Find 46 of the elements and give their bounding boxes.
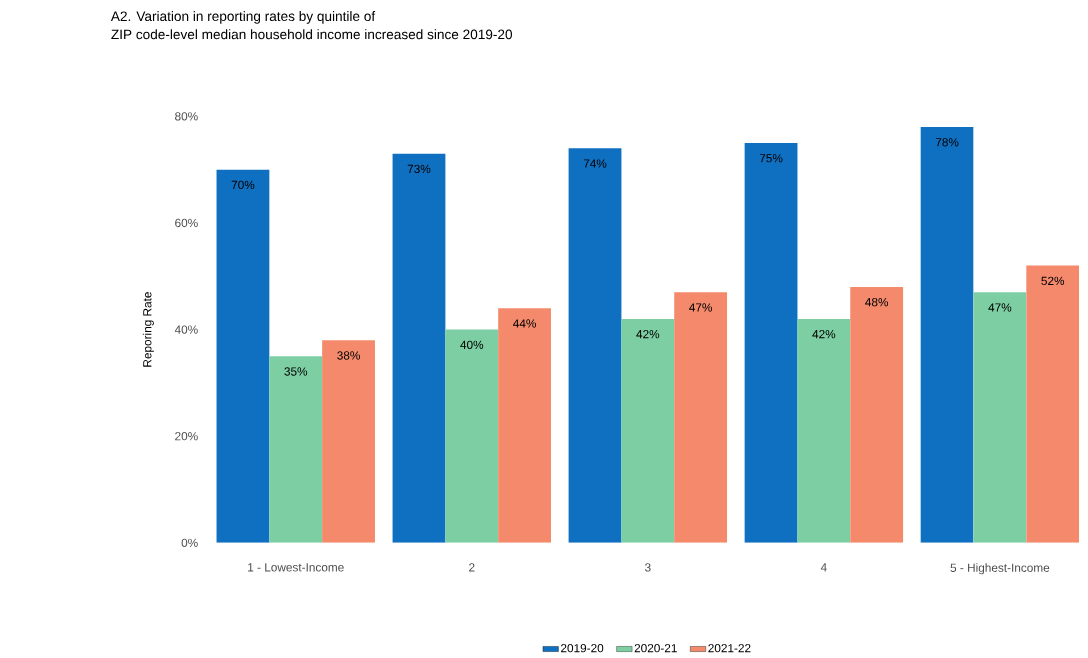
data-label: 78% xyxy=(935,138,959,147)
data-label: 74% xyxy=(583,159,607,168)
bar xyxy=(797,319,851,543)
data-label: 35% xyxy=(284,367,308,376)
x-tick-label: 4 xyxy=(820,563,827,572)
y-axis-title: Reporing Rate xyxy=(142,292,154,367)
bar xyxy=(216,169,270,543)
x-tick-label: 2 xyxy=(469,563,475,572)
bar xyxy=(621,319,675,543)
bar xyxy=(568,148,622,543)
data-label: 70% xyxy=(231,180,255,190)
data-label: 48% xyxy=(865,298,889,307)
chart-subtitle: ZIP code-level median household income increased since 2019-20 xyxy=(111,29,513,40)
data-label: 75% xyxy=(759,154,783,163)
y-tick-label: 20% xyxy=(175,432,198,441)
bar xyxy=(1026,265,1080,543)
data-label: 52% xyxy=(1041,276,1065,286)
data-label: 44% xyxy=(513,319,536,328)
y-tick-label: 0% xyxy=(181,538,198,548)
y-tick-label: 40% xyxy=(174,325,198,334)
x-tick-label: 5 - Highest-Income xyxy=(950,563,1050,575)
x-tick-label: 3 xyxy=(645,563,651,572)
data-label: 38% xyxy=(337,351,360,360)
legend-label: 2021-22 xyxy=(708,644,751,653)
bar xyxy=(322,340,375,543)
bar xyxy=(850,287,904,543)
bar xyxy=(445,329,499,543)
bar xyxy=(744,143,798,543)
bar xyxy=(392,153,446,543)
bar xyxy=(973,292,1027,543)
data-label: 40% xyxy=(460,340,484,350)
y-tick-label: 60% xyxy=(175,218,198,228)
data-label: 73% xyxy=(407,164,431,174)
bar xyxy=(674,292,728,543)
data-label: 42% xyxy=(636,330,660,339)
y-tick-label: 80% xyxy=(175,112,198,121)
bar xyxy=(498,308,551,543)
legend-label: 2020-21 xyxy=(634,644,677,653)
bar xyxy=(920,127,974,543)
data-label: 47% xyxy=(689,303,713,312)
legend-label: 2019-20 xyxy=(561,644,604,653)
x-tick-label: 1 - Lowest-Income xyxy=(248,563,344,572)
data-label: 42% xyxy=(812,330,836,339)
data-label: 47% xyxy=(988,303,1012,312)
chart-title: A2. Variation in reporting rates by quintile of xyxy=(110,11,376,24)
bar xyxy=(269,356,323,543)
